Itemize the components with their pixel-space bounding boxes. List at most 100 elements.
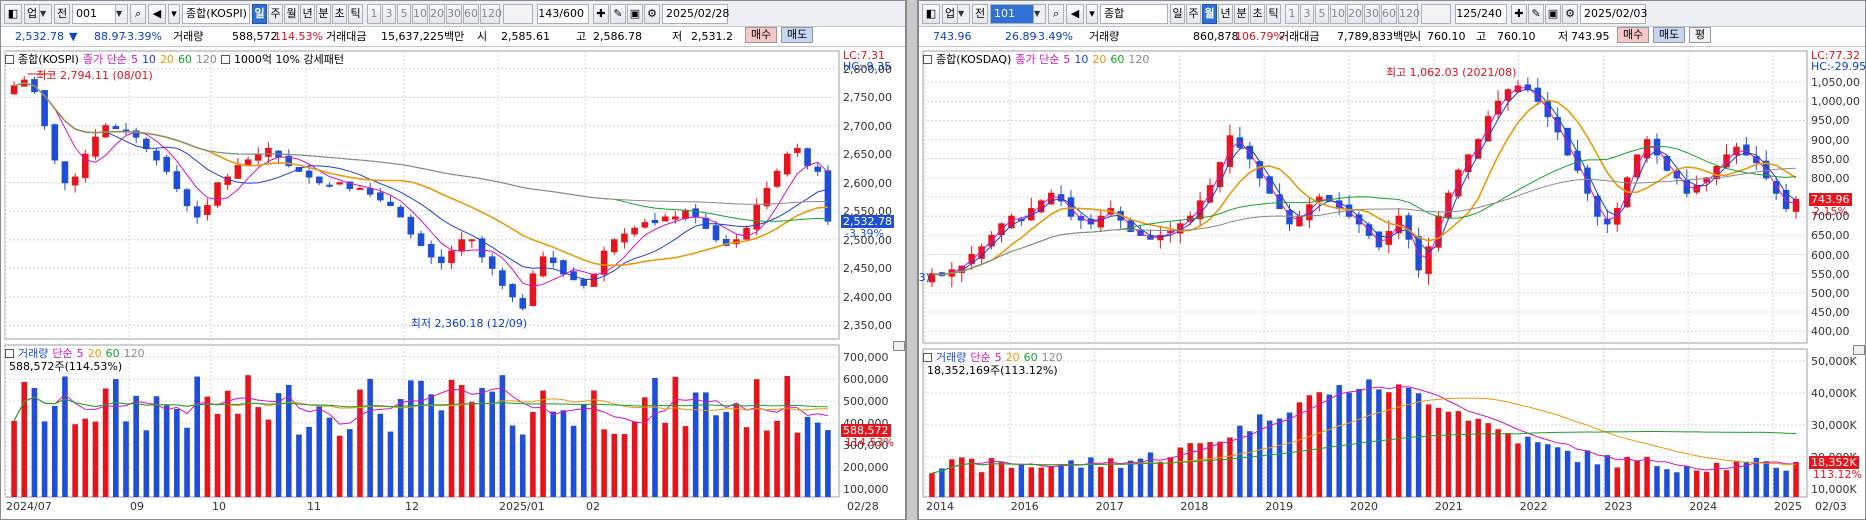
volume-bar bbox=[1753, 457, 1760, 497]
current-change-tag: 2.15% bbox=[1813, 205, 1848, 219]
speaker-icon[interactable]: ◀ bbox=[1066, 4, 1084, 24]
price-chart-svg[interactable] bbox=[1, 47, 906, 520]
candle-body bbox=[814, 166, 822, 172]
layout-icon[interactable]: ◧ bbox=[4, 4, 22, 24]
candle-body bbox=[702, 217, 710, 229]
draw-line-icon[interactable]: ✎ bbox=[610, 4, 626, 24]
candle-body bbox=[468, 239, 476, 242]
candle-body bbox=[763, 187, 771, 207]
ma5-line bbox=[931, 87, 1797, 276]
interval-button-1[interactable]: 1 bbox=[1285, 4, 1299, 24]
volume-bar bbox=[1594, 464, 1601, 497]
interval-button-60[interactable]: 60 bbox=[463, 4, 479, 24]
legend-toggle-icon[interactable] bbox=[923, 353, 932, 362]
period-tab-0[interactable]: 일 bbox=[252, 4, 267, 24]
settings-icon[interactable]: ⚙ bbox=[644, 4, 660, 24]
candle-body bbox=[661, 216, 669, 222]
index-name-field[interactable]: 종합(KOSPI) bbox=[182, 4, 250, 24]
market-select[interactable]: 업 ▼ bbox=[24, 4, 52, 24]
all-button[interactable]: 전 bbox=[972, 4, 988, 24]
period-tab-6[interactable]: 틱 bbox=[348, 4, 363, 24]
average-button[interactable]: 평 bbox=[1689, 27, 1712, 43]
sell-button[interactable]: 매도 bbox=[781, 27, 814, 43]
volume-ratio: 106.79% bbox=[1235, 30, 1284, 43]
sell-button[interactable]: 매도 bbox=[1653, 27, 1686, 43]
search-icon[interactable]: ⌕ bbox=[130, 4, 146, 24]
interval-button-5[interactable]: 5 bbox=[397, 4, 411, 24]
layout-icon[interactable]: ◧ bbox=[922, 4, 940, 24]
volume-bar bbox=[560, 410, 567, 497]
interval-button-10[interactable]: 10 bbox=[412, 4, 428, 24]
legend-toggle-icon[interactable] bbox=[5, 55, 14, 64]
crosshair-icon[interactable]: ✚ bbox=[593, 4, 609, 24]
legend-ma-20: 20 bbox=[1092, 53, 1107, 66]
interval-button-120[interactable]: 120 bbox=[480, 4, 502, 24]
period-tab-6[interactable]: 틱 bbox=[1266, 4, 1281, 24]
low-annotation: 최저 419.55 (2020/03) bbox=[918, 271, 930, 284]
period-tab-4[interactable]: 분 bbox=[1234, 4, 1249, 24]
period-tab-5[interactable]: 초 bbox=[1250, 4, 1265, 24]
legend-ma-5: 5 bbox=[1063, 53, 1071, 66]
candles-group bbox=[10, 76, 832, 311]
candle-body bbox=[1514, 85, 1522, 93]
volume-bar bbox=[1396, 384, 1402, 497]
period-tab-5[interactable]: 초 bbox=[332, 4, 347, 24]
volume-bar bbox=[1763, 461, 1769, 497]
market-select[interactable]: 업 ▼ bbox=[942, 4, 970, 24]
interval-button-30[interactable]: 30 bbox=[1364, 4, 1380, 24]
period-tab-3[interactable]: 년 bbox=[1218, 4, 1233, 24]
volume-label: 거래량 bbox=[1089, 30, 1120, 43]
legend-toggle-icon[interactable] bbox=[923, 55, 932, 64]
code-input[interactable]: 001 ▼ bbox=[72, 4, 128, 24]
period-tab-2[interactable]: 월 bbox=[1202, 4, 1217, 24]
period-tab-1[interactable]: 주 bbox=[1186, 4, 1201, 24]
pattern-toggle-icon[interactable] bbox=[220, 55, 230, 64]
legend-index-name: 종합(KOSPI) bbox=[18, 53, 79, 66]
legend-toggle-icon[interactable] bbox=[5, 349, 14, 358]
candle-body bbox=[234, 165, 242, 179]
interval-button-20[interactable]: 20 bbox=[1347, 4, 1363, 24]
candle-body bbox=[41, 90, 48, 127]
interval-button-3[interactable]: 3 bbox=[1300, 4, 1314, 24]
interval-button-3[interactable]: 3 bbox=[382, 4, 396, 24]
date-field[interactable]: 2025/02/03 bbox=[1580, 4, 1647, 24]
search-icon[interactable]: ⌕ bbox=[1048, 4, 1064, 24]
interval-button-1[interactable]: 1 bbox=[367, 4, 381, 24]
index-name-field[interactable]: 종합(KOSDAQ) bbox=[1100, 4, 1168, 38]
speaker-icon[interactable]: ◀ bbox=[148, 4, 166, 24]
interval-button-20[interactable]: 20 bbox=[429, 4, 445, 24]
chevron-down-icon[interactable]: ▾ bbox=[168, 4, 180, 24]
interval-input[interactable] bbox=[1421, 4, 1451, 24]
all-button[interactable]: 전 bbox=[54, 4, 70, 24]
interval-button-10[interactable]: 10 bbox=[1330, 4, 1346, 24]
date-field[interactable]: 2025/02/28 bbox=[662, 4, 729, 24]
period-tab-0[interactable]: 일 bbox=[1170, 4, 1185, 24]
interval-button-60[interactable]: 60 bbox=[1381, 4, 1397, 24]
bar-count[interactable]: 143/600 bbox=[537, 4, 589, 24]
settings-icon[interactable]: ⚙ bbox=[1562, 4, 1578, 24]
period-tab-4[interactable]: 분 bbox=[316, 4, 331, 24]
chevron-down-icon[interactable]: ▾ bbox=[1086, 4, 1098, 24]
interval-button-30[interactable]: 30 bbox=[446, 4, 462, 24]
volume-bar bbox=[1137, 458, 1144, 497]
period-tab-3[interactable]: 년 bbox=[300, 4, 315, 24]
save-icon[interactable]: ▣ bbox=[627, 4, 643, 24]
volume-bar bbox=[204, 396, 211, 497]
interval-input[interactable] bbox=[503, 4, 533, 24]
pane-resize-handle[interactable] bbox=[1853, 345, 1865, 355]
legend-volume-ma-5: 5 bbox=[994, 351, 1002, 364]
buy-button[interactable]: 매수 bbox=[1617, 27, 1650, 43]
period-tab-1[interactable]: 주 bbox=[268, 4, 283, 24]
crosshair-icon[interactable]: ✚ bbox=[1511, 4, 1527, 24]
buy-button[interactable]: 매수 bbox=[745, 27, 778, 43]
save-icon[interactable]: ▣ bbox=[1545, 4, 1561, 24]
bar-count[interactable]: 125/240 bbox=[1455, 4, 1507, 24]
price-chart-svg[interactable] bbox=[919, 47, 1866, 520]
interval-button-5[interactable]: 5 bbox=[1315, 4, 1329, 24]
panel-divider[interactable] bbox=[906, 0, 918, 520]
draw-line-icon[interactable]: ✎ bbox=[1528, 4, 1544, 24]
code-input[interactable]: 101 ▼ bbox=[990, 4, 1046, 24]
pane-resize-handle[interactable] bbox=[893, 341, 905, 351]
period-tab-2[interactable]: 월 bbox=[284, 4, 299, 24]
interval-button-120[interactable]: 120 bbox=[1398, 4, 1420, 24]
